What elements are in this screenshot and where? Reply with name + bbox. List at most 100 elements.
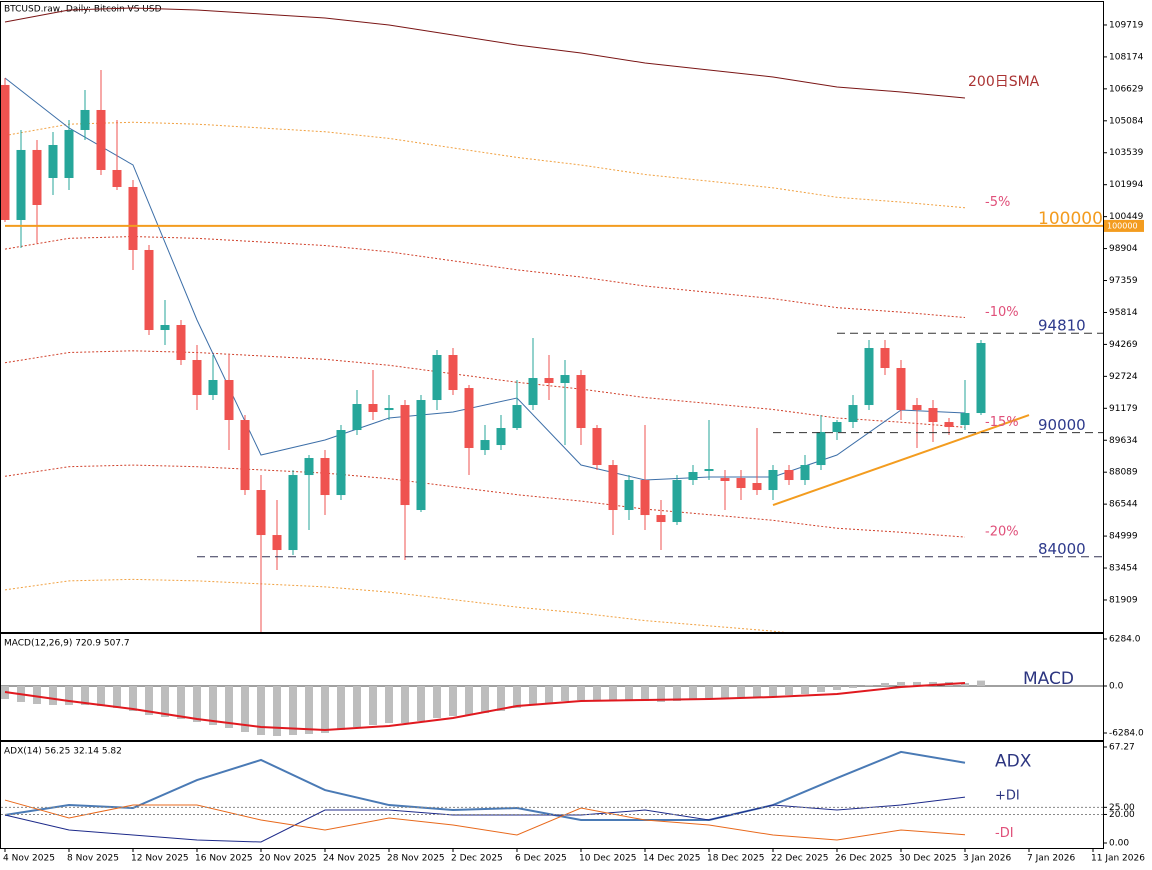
candle-body <box>1 84 10 220</box>
x-tick-label: 6 Dec 2025 <box>515 854 567 864</box>
histogram-bar <box>817 685 825 692</box>
candle-body <box>560 375 570 383</box>
histogram-bar <box>273 685 281 736</box>
histogram-bar <box>513 685 521 708</box>
histogram-bar <box>129 685 137 711</box>
y-tick-label: 67.27 <box>1109 742 1135 752</box>
histogram-bar <box>593 685 601 700</box>
x-tick-label: 22 Dec 2025 <box>771 854 829 864</box>
price-panel-border <box>0 1 1104 633</box>
candle-body <box>512 405 522 429</box>
series-label: ADX <box>995 752 1032 772</box>
histogram-bar <box>353 685 361 727</box>
candle-body <box>80 109 90 130</box>
series-label: -10% <box>985 305 1019 320</box>
candle-body <box>48 144 58 178</box>
candle-body <box>256 490 266 536</box>
candle-body <box>192 360 202 396</box>
x-tick-label: 2 Dec 2025 <box>451 854 503 864</box>
histogram-bar <box>753 685 761 697</box>
series-line <box>4 799 966 841</box>
x-tick-label: 24 Nov 2025 <box>323 854 381 864</box>
histogram-bar <box>625 685 633 701</box>
candle-body <box>864 348 874 406</box>
histogram-bar <box>241 685 249 732</box>
y-tick-label: 88089 <box>1109 468 1138 478</box>
y-tick-label: 97359 <box>1109 276 1138 286</box>
x-tick-label: 14 Dec 2025 <box>643 854 701 864</box>
histogram-bar <box>497 685 505 711</box>
histogram-bar <box>225 685 233 728</box>
y-tick-label: 0.00 <box>1109 839 1129 849</box>
candle-body <box>448 355 458 391</box>
x-tick-label: 11 Jan 2026 <box>1091 854 1145 864</box>
candle-body <box>384 408 394 411</box>
histogram-bar <box>449 685 457 716</box>
candle-body <box>64 129 74 178</box>
candle-body <box>784 470 794 481</box>
histogram-bar <box>881 682 889 686</box>
x-tick-label: 30 Dec 2025 <box>899 854 957 864</box>
histogram-bar <box>481 685 489 713</box>
candle-body <box>112 169 122 187</box>
candle-body <box>928 408 938 423</box>
histogram-bar <box>465 685 473 715</box>
candle-body <box>480 440 490 451</box>
candle-body <box>464 388 474 449</box>
candle-body <box>768 470 778 491</box>
histogram-bar <box>785 685 793 695</box>
y-tick-label: 100449 <box>1109 212 1144 222</box>
y-tick-label: 86544 <box>1109 500 1138 510</box>
x-tick-label: 16 Nov 2025 <box>195 854 253 864</box>
candle-body <box>736 478 746 489</box>
y-tick-label: 98904 <box>1109 244 1138 254</box>
candle-body <box>800 465 810 481</box>
y-tick-label: 91179 <box>1109 404 1138 414</box>
panel-plot <box>1 680 1103 736</box>
series-label: -15% <box>985 415 1019 430</box>
candle-body <box>224 380 234 421</box>
series-label: -20% <box>985 525 1019 540</box>
candle-body <box>32 149 42 205</box>
series-line <box>4 464 966 538</box>
macd-panel-border <box>0 633 1104 741</box>
histogram-bar <box>657 685 665 702</box>
series-line <box>4 236 966 319</box>
candle-body <box>640 480 650 516</box>
histogram-bar <box>897 681 905 686</box>
candle-body <box>976 343 986 414</box>
histogram-bar <box>961 682 969 686</box>
candle-body <box>832 422 842 433</box>
x-tick-label: 10 Dec 2025 <box>579 854 637 864</box>
x-tick-label: 3 Jan 2026 <box>963 854 1011 864</box>
series-line <box>4 681 966 731</box>
histogram-bar <box>305 685 313 735</box>
histogram-bar <box>177 685 185 719</box>
histogram-bar <box>689 685 697 699</box>
x-tick-label: 28 Nov 2025 <box>387 854 445 864</box>
y-tick-label: 83454 <box>1109 564 1138 574</box>
candle-body <box>880 348 890 369</box>
histogram-bar <box>849 685 857 688</box>
histogram-bar <box>737 685 745 697</box>
y-tick-label: 94269 <box>1109 340 1138 350</box>
histogram-bar <box>401 685 409 723</box>
candle-body <box>320 458 330 496</box>
histogram-bar <box>545 685 553 703</box>
level-label: 94810 <box>1038 317 1086 335</box>
histogram-bar <box>641 685 649 701</box>
candle-body <box>16 149 26 220</box>
candle-body <box>96 109 106 170</box>
candle-body <box>160 325 170 331</box>
histogram-bar <box>561 685 569 701</box>
y-tick-label: -6284.0 <box>1109 728 1144 738</box>
y-tick-label: 103539 <box>1109 148 1144 158</box>
panel-plot <box>1 7 1030 632</box>
macd-title: MACD(12,26,9) 720.9 507.7 <box>4 639 130 649</box>
y-tick-label: 92724 <box>1109 372 1138 382</box>
candle-body <box>144 249 154 331</box>
candle-body <box>608 465 618 511</box>
series-line <box>4 796 966 843</box>
